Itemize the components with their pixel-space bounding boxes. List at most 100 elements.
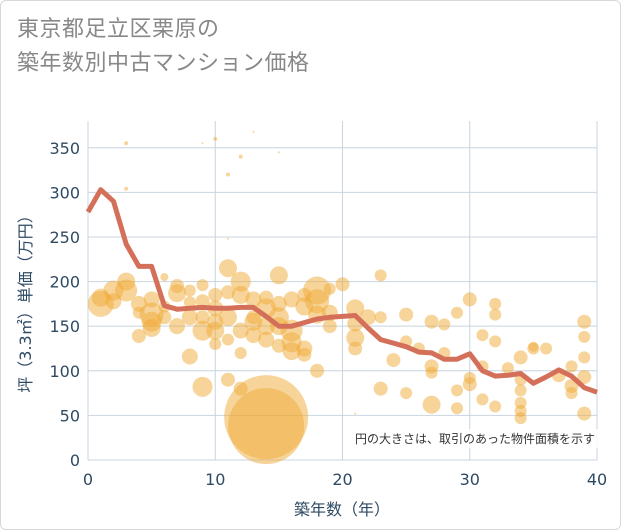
data-point — [192, 376, 213, 397]
data-point — [181, 348, 198, 365]
data-point — [373, 381, 388, 396]
data-point — [208, 287, 223, 302]
data-point — [386, 353, 401, 368]
data-point — [310, 363, 325, 378]
y-axis-label: 坪（3.3㎡）単価（万円） — [16, 207, 35, 392]
data-point — [105, 293, 122, 310]
data-point — [225, 172, 230, 177]
data-point — [259, 290, 274, 305]
size-annotation: 円の大きさは、取引のあった物件面積を示す — [355, 431, 595, 446]
data-point — [354, 412, 357, 415]
y-tick-label: 250 — [49, 228, 80, 247]
data-point — [131, 328, 146, 343]
data-point — [577, 370, 592, 385]
data-point — [220, 372, 235, 387]
data-point — [245, 291, 262, 308]
data-point — [346, 299, 365, 318]
data-point — [283, 291, 300, 308]
data-point — [183, 284, 196, 297]
y-tick-label: 200 — [49, 273, 80, 292]
data-point — [196, 279, 209, 292]
data-point — [462, 377, 477, 392]
data-point — [297, 347, 312, 362]
data-point — [346, 328, 365, 347]
data-point — [269, 266, 288, 285]
data-point — [400, 387, 413, 400]
data-point — [168, 284, 187, 303]
data-point — [234, 346, 247, 359]
data-point — [462, 292, 477, 307]
data-point — [160, 273, 169, 282]
data-point — [221, 333, 234, 346]
data-point — [489, 297, 502, 310]
y-tick-label: 0 — [70, 451, 80, 470]
x-tick-label: 30 — [460, 470, 480, 489]
y-tick-label: 300 — [49, 183, 80, 202]
data-point — [238, 154, 243, 159]
data-point — [489, 335, 502, 348]
data-point — [124, 141, 129, 146]
data-point — [245, 327, 262, 344]
data-point — [226, 237, 229, 240]
data-point — [169, 318, 186, 335]
data-point — [501, 362, 514, 375]
data-point — [183, 296, 196, 309]
x-tick-label: 0 — [83, 470, 93, 489]
data-point — [270, 295, 287, 312]
annotation-background — [351, 429, 598, 448]
data-point — [192, 320, 213, 341]
y-tick-label: 50 — [60, 406, 80, 425]
x-axis-label: 築年数（年） — [294, 500, 390, 519]
data-point — [540, 342, 553, 355]
data-point — [374, 269, 387, 282]
data-point — [577, 406, 592, 421]
data-point — [451, 306, 464, 319]
data-point — [258, 331, 275, 348]
data-point — [425, 366, 438, 379]
data-point — [157, 310, 172, 325]
data-point — [322, 319, 337, 334]
chart-title: 東京都足立区栗原の 築年数別中古マンション価格 — [17, 13, 310, 81]
data-point — [513, 350, 528, 365]
data-point — [231, 285, 250, 304]
data-point — [374, 311, 387, 324]
x-tick-label: 40 — [587, 470, 607, 489]
data-point — [209, 338, 222, 351]
data-point — [565, 387, 578, 400]
data-point — [476, 393, 489, 406]
data-point — [489, 308, 502, 321]
data-point — [228, 388, 305, 465]
y-tick-label: 350 — [49, 139, 80, 158]
data-point — [220, 285, 235, 300]
data-point — [335, 277, 350, 292]
data-point — [451, 402, 464, 415]
data-point — [124, 186, 129, 191]
data-point — [232, 322, 249, 339]
data-point — [195, 294, 210, 309]
title-line-1: 東京都足立区栗原の — [17, 17, 220, 42]
title-line-2: 築年数別中古マンション価格 — [17, 51, 310, 76]
data-point — [578, 330, 591, 343]
y-tick-label: 100 — [49, 362, 80, 381]
data-point — [528, 341, 539, 352]
data-point — [252, 130, 255, 133]
data-point — [246, 310, 261, 325]
data-point — [565, 360, 578, 373]
data-point — [139, 302, 164, 327]
data-point — [451, 384, 464, 397]
data-point — [514, 384, 527, 397]
data-point — [115, 279, 138, 302]
average-price-line — [85, 187, 598, 395]
x-tick-label: 10 — [205, 470, 225, 489]
data-point — [201, 142, 204, 145]
data-point — [305, 289, 330, 314]
data-point — [218, 259, 237, 278]
data-point — [218, 308, 237, 327]
data-point — [323, 282, 336, 295]
data-point — [277, 151, 280, 154]
data-point — [438, 318, 451, 331]
data-point — [399, 307, 414, 322]
data-point — [489, 400, 502, 413]
